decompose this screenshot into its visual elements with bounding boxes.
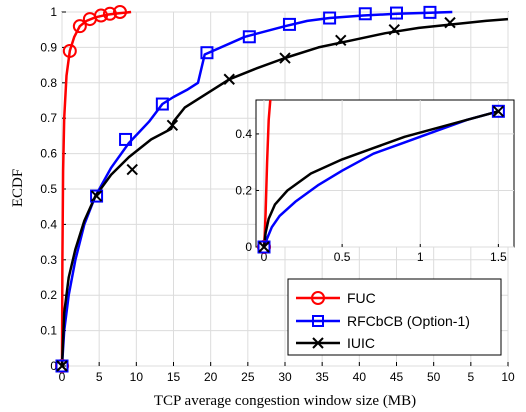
data-point-iuic xyxy=(388,23,400,36)
y-tick-label: 0.4 xyxy=(40,217,57,231)
legend-marker-iuic xyxy=(312,337,324,349)
inset-data-point-iuic xyxy=(258,241,270,253)
data-point-rfcbcb-option-1 xyxy=(242,30,256,44)
y-tick-label: 0.8 xyxy=(40,76,57,90)
data-point-fuc xyxy=(102,6,117,21)
data-point-rfcbcb-option-1 xyxy=(200,46,214,60)
x-tick-label: 10 xyxy=(130,370,144,384)
data-point-rfcbcb-option-1 xyxy=(282,17,296,31)
data-point-fuc xyxy=(72,19,87,34)
inset-x-tick-label: 0 xyxy=(261,250,268,264)
data-point-iuic xyxy=(444,16,456,29)
x-tick-label: 45 xyxy=(390,370,404,384)
inset-series-line-rfcbcb-option-1 xyxy=(262,110,499,248)
x-tick-label: 20 xyxy=(204,370,218,384)
inset-x-tick-label: 1.5 xyxy=(490,250,507,264)
y-tick-label: 0.7 xyxy=(40,111,57,125)
legend: FUC RFCbCB (Option-1) IUIC xyxy=(287,278,502,356)
inset-x-tick-label: 0.5 xyxy=(334,250,351,264)
legend-entry-fuc: FUC xyxy=(296,290,376,306)
legend-marker-rfcbcb xyxy=(312,315,324,327)
data-point-iuic xyxy=(166,119,179,131)
inset-y-tick-label: 0.4 xyxy=(235,127,252,141)
inset-y-tick-label: 0 xyxy=(245,240,252,254)
inset-x-tick-label: 1 xyxy=(417,250,424,264)
x-tick-label: 5 xyxy=(467,370,474,384)
x-tick-label: 50 xyxy=(427,370,441,384)
y-tick-label: 0.2 xyxy=(40,288,57,302)
legend-entry-iuic: IUIC xyxy=(296,335,375,351)
inset-markers xyxy=(257,104,505,254)
series-line-rfcbcb-option-1 xyxy=(60,10,453,367)
inset-data-point-rfcbcb-option-1 xyxy=(257,240,271,254)
data-point-fuc xyxy=(112,5,127,19)
data-point-rfcbcb-option-1 xyxy=(423,5,437,19)
x-axis-label: TCP average congestion window size (MB) xyxy=(154,393,416,409)
x-tick-label: 10 xyxy=(501,370,515,384)
data-point-rfcbcb-option-1 xyxy=(323,11,337,25)
x-tick-label: 25 xyxy=(241,370,255,384)
y-tick-label: 0.9 xyxy=(40,40,57,54)
data-point-rfcbcb-option-1 xyxy=(119,132,133,146)
legend-label-iuic: IUIC xyxy=(347,335,375,351)
x-tick-label: 40 xyxy=(353,370,367,384)
inset-data-point-rfcbcb-option-1 xyxy=(491,104,505,118)
legend-label-rfcbcb: RFCbCB (Option-1) xyxy=(347,313,470,329)
inset-data-point-iuic xyxy=(492,105,505,118)
legend-marker-fuc xyxy=(311,291,325,305)
y-tick-label: 0.3 xyxy=(40,253,57,267)
y-tick-label: 0.5 xyxy=(40,182,57,196)
data-point-fuc xyxy=(94,8,109,23)
data-point-iuic xyxy=(279,52,291,64)
y-tick-label: 0.6 xyxy=(40,147,57,161)
y-axis-label: ECDF xyxy=(10,169,26,207)
inset-ticks: 0 0.5 1 1.5 0 0.2 0.4 xyxy=(235,127,507,264)
main-ticks: 0 5 10 15 20 25 30 35 40 45 50 5 1000.10.20.30.40.50… xyxy=(40,5,515,384)
y-tick-label: 0 xyxy=(50,359,57,373)
data-point-fuc xyxy=(62,43,77,58)
legend-entry-rfcbcb: RFCbCB (Option-1) xyxy=(296,313,470,329)
inset-plot-frame xyxy=(255,99,515,248)
y-tick-label: 0.1 xyxy=(40,324,57,338)
data-point-iuic xyxy=(90,190,103,202)
data-point-rfcbcb-option-1 xyxy=(55,359,69,373)
x-tick-label: 0 xyxy=(59,370,66,384)
inset-y-tick-label: 0.2 xyxy=(235,183,252,197)
data-point-rfcbcb-option-1 xyxy=(155,97,169,111)
inset-series-line-iuic xyxy=(262,110,499,248)
x-tick-label: 35 xyxy=(315,370,329,384)
main-markers xyxy=(55,5,456,373)
data-point-rfcbcb-option-1 xyxy=(358,7,372,21)
y-tick-label: 1 xyxy=(50,5,57,19)
x-tick-label: 5 xyxy=(96,370,103,384)
data-point-iuic xyxy=(335,34,347,47)
legend-label-fuc: FUC xyxy=(347,290,376,306)
x-tick-label: 15 xyxy=(167,370,181,384)
data-point-iuic xyxy=(56,360,68,372)
data-point-rfcbcb-option-1 xyxy=(390,6,403,20)
inset-lines xyxy=(262,99,499,248)
data-point-iuic xyxy=(126,163,138,176)
inset-plot: 0 0.5 1 1.5 0 0.2 0.4 xyxy=(235,99,515,264)
data-point-rfcbcb-option-1 xyxy=(90,189,104,203)
x-tick-label: 30 xyxy=(278,370,292,384)
data-point-iuic xyxy=(223,73,235,85)
